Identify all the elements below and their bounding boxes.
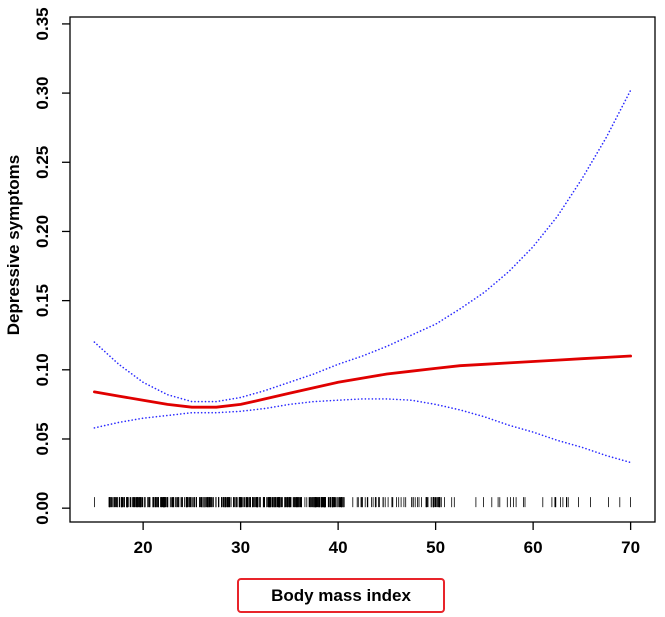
confidence-bound-line — [93, 89, 632, 403]
x-tick-label: 20 — [134, 538, 153, 557]
x-tick-label: 30 — [231, 538, 250, 557]
y-axis: 0.00 0.05 0.10 0.15 0.20 0.25 0.30 0.35 — [33, 7, 70, 525]
x-tick-label: 60 — [524, 538, 543, 557]
estimate-line — [93, 354, 632, 409]
x-axis-title: Body mass index — [271, 585, 411, 605]
x-tick-label: 70 — [621, 538, 640, 557]
y-tick-label: 0.10 — [33, 353, 52, 386]
y-tick-label: 0.15 — [33, 284, 52, 317]
plot-frame — [69, 16, 656, 523]
series-layer — [93, 89, 632, 464]
x-axis: 20 30 40 50 60 70 — [134, 522, 640, 557]
y-tick-label: 0.30 — [33, 77, 52, 110]
y-tick-label: 0.00 — [33, 492, 52, 525]
x-axis-title-box: Body mass index — [237, 578, 445, 613]
y-axis-title: Depressive symptoms — [4, 155, 23, 335]
y-tick-label: 0.35 — [33, 7, 52, 40]
x-rug — [94, 497, 631, 508]
x-tick-label: 50 — [426, 538, 445, 557]
y-tick-label: 0.05 — [33, 422, 52, 455]
y-tick-label: 0.25 — [33, 146, 52, 179]
x-tick-label: 40 — [329, 538, 348, 557]
y-tick-label: 0.20 — [33, 215, 52, 248]
confidence-bound-line — [93, 398, 632, 464]
